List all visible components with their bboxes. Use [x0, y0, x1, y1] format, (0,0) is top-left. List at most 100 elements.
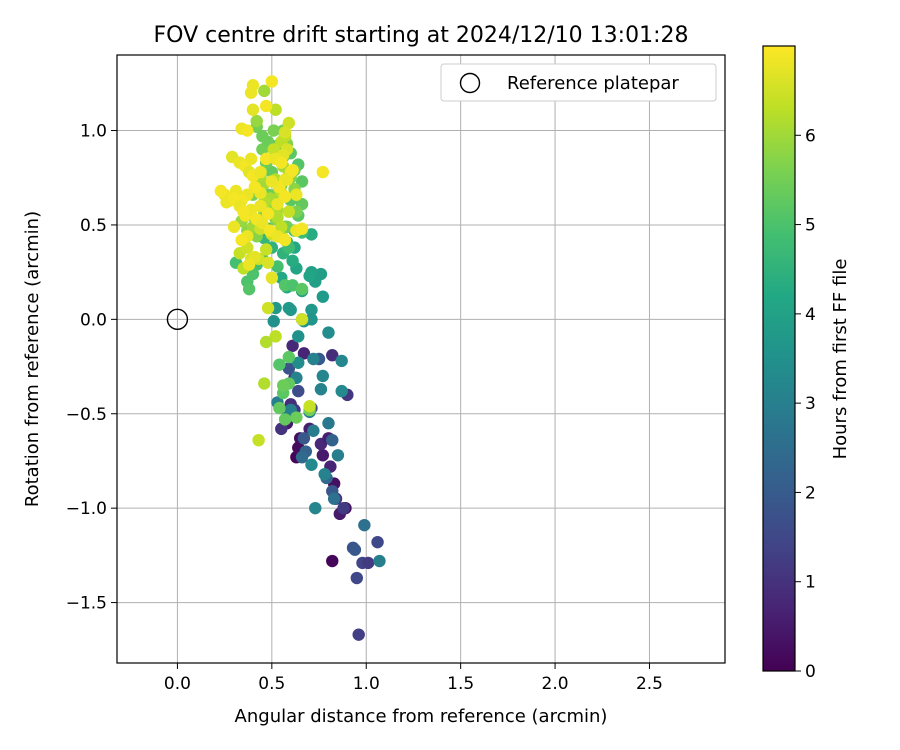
- data-point: [316, 165, 330, 179]
- x-tick-label: 2.0: [542, 674, 569, 694]
- data-point: [371, 535, 384, 549]
- data-point: [331, 449, 345, 462]
- data-point: [295, 222, 309, 235]
- data-point: [246, 267, 260, 281]
- data-point: [284, 303, 297, 317]
- colorbar-tick-label: 0: [805, 662, 816, 682]
- data-point: [295, 175, 309, 188]
- data-point: [314, 383, 328, 396]
- data-point: [254, 165, 267, 179]
- y-axis-ticks: −1.5 −1.0 −0.5 0.0 0.5 1.0: [66, 122, 117, 614]
- y-tick-label: 0.0: [80, 310, 107, 330]
- data-point: [316, 449, 330, 462]
- data-point: [286, 254, 299, 268]
- y-tick-label: −1.5: [66, 594, 107, 614]
- data-point: [242, 258, 256, 271]
- data-points: [214, 75, 386, 641]
- data-point: [335, 384, 348, 398]
- data-point: [297, 432, 311, 445]
- data-point: [286, 279, 299, 292]
- data-point: [326, 349, 339, 362]
- data-point: [290, 188, 303, 201]
- data-point: [305, 458, 318, 471]
- colorbar: 0 1 2 3 4 5 6 Hours from first FF file: [762, 45, 851, 682]
- data-point: [276, 379, 290, 392]
- legend-marker-reference: [459, 72, 481, 94]
- data-point: [271, 211, 284, 224]
- x-axis-ticks: 0.0 0.5 1.0 1.5 2.0 2.5: [164, 663, 663, 694]
- colorbar-tick-label: 5: [805, 216, 816, 236]
- data-point: [275, 220, 288, 234]
- data-point: [278, 413, 292, 426]
- data-point: [235, 233, 248, 247]
- data-point: [292, 384, 305, 398]
- data-point: [267, 315, 280, 328]
- data-point: [282, 350, 296, 364]
- data-point: [258, 84, 271, 98]
- data-point: [227, 220, 241, 234]
- data-point: [303, 400, 316, 413]
- legend-entry-reference: Reference platepar: [507, 73, 679, 94]
- data-point: [273, 358, 286, 371]
- data-point: [326, 554, 339, 568]
- data-point: [292, 330, 305, 343]
- colorbar-tick-label: 6: [805, 126, 816, 146]
- data-point: [297, 347, 311, 360]
- data-point: [282, 116, 296, 130]
- colorbar-tick-label: 3: [805, 394, 816, 414]
- data-point: [275, 422, 288, 436]
- y-tick-label: −1.0: [66, 499, 107, 519]
- data-point: [337, 501, 350, 515]
- data-point: [309, 501, 322, 515]
- data-point: [244, 152, 258, 166]
- data-point: [286, 163, 299, 177]
- data-point: [256, 216, 269, 230]
- data-point: [265, 271, 279, 285]
- data-point: [265, 75, 279, 88]
- colorbar-label: Hours from first FF file: [830, 259, 851, 460]
- data-point: [358, 518, 371, 532]
- data-point: [316, 369, 330, 383]
- legend-box: [440, 63, 717, 102]
- data-point: [269, 330, 282, 343]
- data-point: [244, 86, 258, 99]
- data-point: [348, 543, 362, 556]
- data-point: [248, 180, 262, 194]
- colorbar-gradient: [762, 45, 796, 672]
- x-tick-label: 2.5: [636, 674, 663, 694]
- data-point: [373, 554, 386, 568]
- data-point: [280, 173, 294, 186]
- plot-area: [117, 55, 725, 663]
- data-point: [259, 99, 273, 113]
- data-point: [252, 433, 265, 447]
- data-point: [286, 339, 299, 352]
- x-tick-label: 0.5: [258, 674, 285, 694]
- data-point: [261, 207, 275, 220]
- y-tick-label: −0.5: [66, 405, 107, 425]
- data-point: [273, 401, 286, 415]
- data-point: [350, 571, 364, 585]
- colorbar-tick-label: 1: [805, 573, 816, 593]
- data-point: [271, 197, 284, 211]
- colorbar-ticks: 0 1 2 3 4 5 6: [795, 126, 816, 682]
- data-point: [303, 269, 316, 283]
- data-point: [242, 282, 256, 296]
- x-axis-label: Angular distance from reference (arcmin): [235, 706, 608, 727]
- data-point: [267, 124, 280, 137]
- data-point: [261, 301, 275, 315]
- data-point: [278, 233, 292, 247]
- data-point: [292, 356, 305, 369]
- data-point: [241, 124, 254, 137]
- data-point: [295, 282, 309, 296]
- data-point: [335, 354, 348, 368]
- plot-frame: [116, 54, 726, 664]
- data-point: [261, 256, 275, 269]
- data-point: [318, 467, 331, 481]
- data-point: [254, 199, 267, 213]
- data-point: [327, 492, 341, 505]
- chart-title: FOV centre drift starting at 2024/12/10 …: [154, 23, 689, 48]
- data-point: [214, 184, 228, 198]
- reference-platepar-marker: [166, 308, 189, 331]
- data-point: [307, 352, 320, 366]
